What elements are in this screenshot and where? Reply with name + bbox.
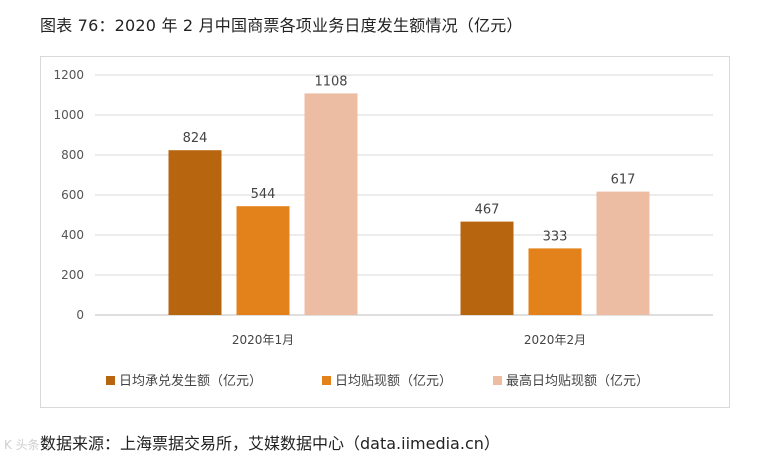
chart-frame <box>40 56 730 408</box>
data-label: 1108 <box>314 74 347 89</box>
bar <box>528 248 582 315</box>
y-tick-label: 1200 <box>53 68 84 82</box>
y-tick-label: 600 <box>61 188 84 202</box>
data-label: 617 <box>611 173 636 188</box>
data-label: 333 <box>543 229 568 244</box>
bar <box>460 221 514 315</box>
x-category-label: 2020年1月 <box>232 333 294 347</box>
chart-title: 图表 76：2020 年 2 月中国商票各项业务日度发生额情况（亿元） <box>40 16 523 35</box>
bar <box>304 93 358 316</box>
legend-label: 日均承兑发生额（亿元） <box>119 373 262 389</box>
data-label: 544 <box>251 187 276 202</box>
y-tick-label: 400 <box>61 228 84 242</box>
data-label: 824 <box>183 131 208 146</box>
bar <box>596 191 650 315</box>
legend-label: 最高日均贴现额（亿元） <box>506 373 649 389</box>
y-tick-label: 200 <box>61 268 84 282</box>
legend-swatch <box>493 376 502 385</box>
data-label: 467 <box>475 203 500 218</box>
watermark: K 头条号 <box>4 438 52 452</box>
x-category-label: 2020年2月 <box>524 333 586 347</box>
source-note: 数据来源：上海票据交易所，艾媒数据中心（data.iimedia.cn） <box>40 434 500 453</box>
y-tick-label: 0 <box>76 308 84 322</box>
legend-swatch <box>106 376 115 385</box>
legend-swatch <box>322 376 331 385</box>
bar <box>236 206 290 315</box>
y-tick-label: 1000 <box>53 108 84 122</box>
bar-chart: 0 200 400 600 800 1000 1200 824 544 1108 2020年1月 46… <box>53 68 713 389</box>
y-tick-label: 800 <box>61 148 84 162</box>
bar <box>168 150 222 315</box>
legend-label: 日均贴现额（亿元） <box>335 374 452 389</box>
